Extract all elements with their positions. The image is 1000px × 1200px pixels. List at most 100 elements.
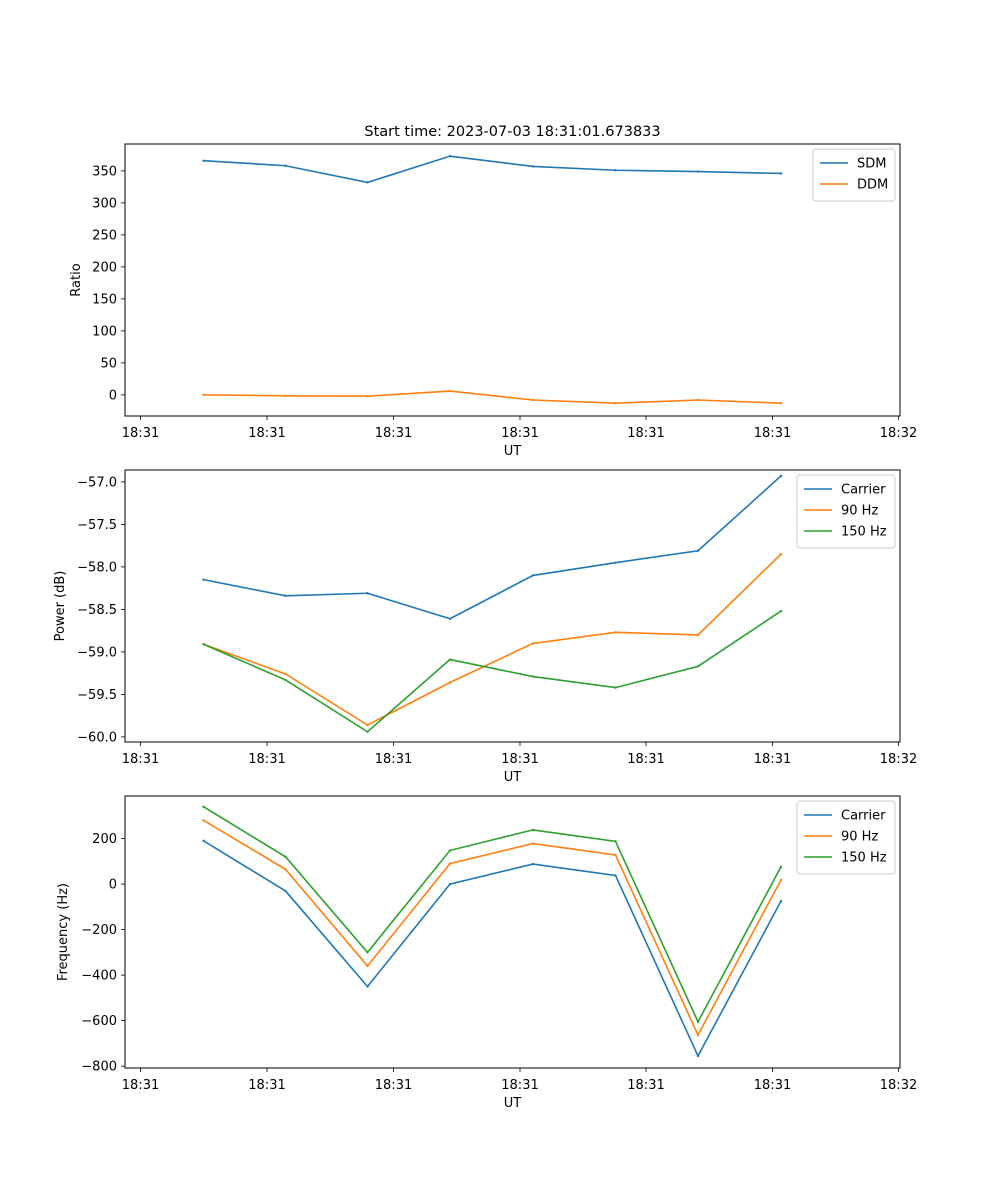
- data-point: [284, 855, 287, 858]
- data-point: [202, 819, 205, 822]
- legend-box: [812, 148, 896, 202]
- data-point: [614, 874, 617, 877]
- data-point: [614, 631, 617, 634]
- legend-label: Carrier: [841, 809, 886, 824]
- legend-label: 150 Hz: [841, 851, 887, 866]
- data-point: [531, 842, 535, 845]
- data-point: [202, 578, 205, 581]
- axes-frame: [124, 143, 901, 417]
- series-line-ddm: [203, 390, 782, 405]
- x-tick-label: 18:31: [754, 752, 791, 767]
- x-tick-label: 18:31: [627, 1078, 664, 1093]
- data-point: [779, 402, 783, 405]
- x-tick-label: 18:31: [248, 752, 285, 767]
- x-tick-label: 18:31: [122, 1078, 159, 1093]
- x-axis-label: UT: [504, 1096, 522, 1111]
- data-point: [779, 878, 783, 882]
- axes-frame: [124, 469, 901, 743]
- data-point: [696, 170, 700, 173]
- y-tick-label: −60.0: [77, 730, 117, 745]
- series-line-90-hz: [203, 553, 782, 726]
- y-axis-label: Frequency (Hz): [56, 883, 71, 981]
- data-point: [614, 853, 617, 857]
- x-tick-label: 18:31: [248, 1078, 285, 1093]
- x-tick-label: 18:31: [501, 426, 538, 441]
- legend-box: [796, 474, 896, 549]
- data-point: [366, 723, 369, 727]
- legend-label: 90 Hz: [841, 830, 878, 845]
- y-tick-label: −59.0: [77, 645, 117, 660]
- data-point: [779, 609, 783, 613]
- x-tick-label: 18:31: [375, 426, 412, 441]
- data-point: [448, 154, 452, 158]
- y-tick-label: −57.0: [77, 475, 117, 490]
- data-point: [614, 402, 617, 405]
- x-tick-label: 18:31: [627, 752, 664, 767]
- x-tick-label: 18:31: [122, 752, 159, 767]
- legend-label: DDM: [857, 178, 888, 193]
- data-point: [284, 868, 287, 871]
- data-point: [614, 561, 617, 564]
- y-tick-label: 250: [92, 228, 117, 243]
- x-tick-label: 18:32: [880, 752, 917, 767]
- y-tick-label: 350: [92, 164, 117, 179]
- y-tick-label: −600: [81, 1014, 117, 1029]
- data-point: [531, 165, 535, 168]
- x-tick-label: 18:31: [248, 426, 285, 441]
- data-point: [448, 882, 452, 886]
- data-point: [696, 1020, 700, 1023]
- data-point: [696, 665, 700, 668]
- data-point: [448, 862, 452, 865]
- legend-label: 150 Hz: [841, 525, 887, 540]
- data-point: [779, 474, 783, 478]
- series-line-sdm: [203, 155, 782, 184]
- data-point: [366, 181, 369, 184]
- chart-power: 18:31 18:31 18:31 18:31 18:31 18:31 18:32 −60.0…: [53, 469, 917, 785]
- data-point: [696, 1033, 700, 1037]
- legend-box: [796, 800, 896, 875]
- series-line-carrier: [203, 840, 782, 1058]
- y-tick-label: −400: [81, 969, 117, 984]
- data-point: [696, 633, 700, 637]
- data-point: [448, 849, 452, 852]
- x-tick-label: 18:31: [375, 752, 412, 767]
- data-point: [779, 865, 783, 868]
- series-line-150-hz: [203, 806, 782, 1024]
- data-point: [284, 889, 287, 893]
- data-point: [284, 678, 287, 682]
- x-tick-label: 18:31: [754, 426, 791, 441]
- chart-frequency: 18:31 18:31 18:31 18:31 18:31 18:31 18:32 −800 −…: [56, 795, 917, 1111]
- y-tick-label: −57.5: [77, 518, 117, 533]
- data-point: [614, 840, 617, 843]
- data-point: [284, 394, 287, 398]
- x-tick-label: 18:31: [375, 1078, 412, 1093]
- data-point: [531, 642, 535, 645]
- y-tick-label: −800: [81, 1060, 117, 1075]
- data-point: [779, 899, 783, 903]
- data-point: [366, 951, 369, 954]
- data-point: [531, 675, 535, 678]
- x-tick-label: 18:31: [754, 1078, 791, 1093]
- data-point: [531, 398, 535, 402]
- data-point: [202, 805, 205, 808]
- data-point: [202, 393, 205, 397]
- data-point: [202, 159, 205, 162]
- series-line-carrier: [203, 475, 782, 620]
- y-tick-label: −58.0: [77, 560, 117, 575]
- x-axis-label: UT: [504, 770, 522, 785]
- data-point: [696, 398, 700, 402]
- data-point: [779, 172, 783, 175]
- data-point: [696, 1054, 700, 1058]
- data-point: [448, 389, 452, 393]
- data-point: [366, 985, 369, 988]
- x-tick-label: 18:31: [501, 1078, 538, 1093]
- y-tick-label: 100: [92, 324, 117, 339]
- y-tick-label: 50: [100, 356, 117, 371]
- figure-title: Start time: 2023-07-03 18:31:01.673833: [364, 124, 660, 140]
- y-tick-label: 150: [92, 292, 117, 307]
- x-tick-label: 18:31: [122, 426, 159, 441]
- y-axis-label: Power (dB): [53, 571, 68, 642]
- y-tick-label: 0: [109, 878, 117, 893]
- data-point: [366, 730, 369, 733]
